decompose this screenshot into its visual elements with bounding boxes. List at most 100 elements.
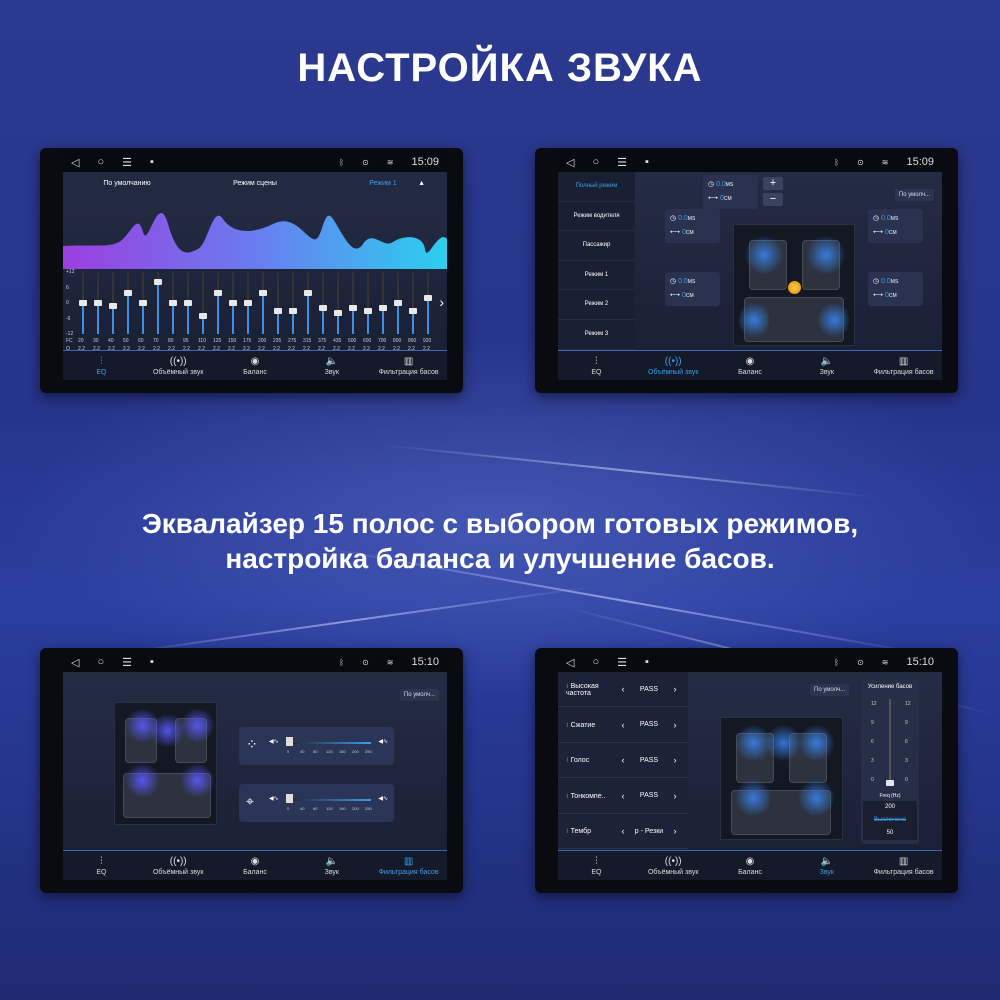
next-option-button[interactable]: › <box>673 684 677 694</box>
eq-band-handle[interactable] <box>304 289 312 296</box>
next-option-button[interactable]: › <box>673 790 677 801</box>
tab-surround[interactable]: ((•)) Объёмный звук <box>140 851 217 880</box>
eq-band-slider[interactable] <box>154 272 162 334</box>
home-icon[interactable]: ○ <box>592 656 600 668</box>
eq-band-slider[interactable] <box>364 272 372 334</box>
mode-item[interactable]: Режим 3 <box>558 320 635 350</box>
eq-band-slider[interactable] <box>349 272 357 334</box>
eq-band-handle[interactable] <box>349 305 357 312</box>
next-page-icon[interactable]: › <box>439 294 444 310</box>
eq-band-slider[interactable] <box>229 272 237 334</box>
prev-option-button[interactable]: ‹ <box>621 719 625 730</box>
eq-band-slider[interactable] <box>424 272 432 334</box>
menu-icon[interactable]: ☰ <box>617 156 627 169</box>
menu-icon[interactable]: ☰ <box>122 656 132 669</box>
eq-band-slider[interactable] <box>304 272 312 334</box>
eq-band-handle[interactable] <box>274 307 282 314</box>
tab-bass-filter[interactable]: ▥ Фильтрация басов <box>370 351 447 380</box>
default-button[interactable]: По умолч... <box>894 189 934 201</box>
eq-band-handle[interactable] <box>319 305 327 312</box>
eq-band-handle[interactable] <box>154 279 162 286</box>
cutoff-slider[interactable] <box>287 742 371 744</box>
menu-icon[interactable]: ☰ <box>617 656 627 669</box>
eq-band-handle[interactable] <box>394 300 402 306</box>
tab-bass-filter[interactable]: ▥ Фильтрация басов <box>865 351 942 380</box>
preset-mode-1[interactable]: Режим 1 <box>369 179 397 187</box>
tab-surround[interactable]: ((•)) Объёмный звук <box>635 851 712 880</box>
eq-band-handle[interactable] <box>169 300 177 306</box>
tab-balance[interactable]: ◉ Баланс <box>712 351 789 380</box>
mode-item[interactable]: Полный режим <box>558 172 635 202</box>
freq-option[interactable]: 200 <box>884 804 895 810</box>
tab-surround[interactable]: ((•)) Объёмный звук <box>140 351 217 380</box>
next-option-button[interactable]: › <box>673 826 677 837</box>
cutoff-handle[interactable] <box>286 794 293 803</box>
home-icon[interactable]: ○ <box>97 156 105 168</box>
home-icon[interactable]: ○ <box>592 156 600 168</box>
eq-band-slider[interactable] <box>259 272 267 334</box>
back-icon[interactable]: ◁ <box>71 656 80 669</box>
bass-boost-slider[interactable] <box>886 699 894 786</box>
eq-band-slider[interactable] <box>214 272 222 334</box>
freq-option-selected[interactable]: Выключено <box>874 817 906 823</box>
speaker-delay-box[interactable]: ◷ 0.0MS ⟷ 0CM <box>703 175 758 209</box>
speaker-delay-box[interactable]: ◷ 0.0MS ⟷ 0CM <box>868 272 923 306</box>
tab-equalizer[interactable]: ⫶ EQ <box>63 351 140 380</box>
next-option-button[interactable]: › <box>673 755 677 766</box>
tab-speaker[interactable]: 🔈 Звук <box>293 351 370 380</box>
speaker-delay-box[interactable]: ◷ 0.0MS ⟷ 0CM <box>868 209 923 243</box>
eq-band-handle[interactable] <box>214 289 222 296</box>
eq-band-slider[interactable] <box>409 272 417 334</box>
eq-band-handle[interactable] <box>244 300 252 306</box>
app-icon[interactable]: ▪ <box>150 156 154 168</box>
eq-band-slider[interactable] <box>169 272 177 334</box>
mode-item[interactable]: Режим 1 <box>558 261 635 291</box>
back-icon[interactable]: ◁ <box>566 156 575 169</box>
eq-band-handle[interactable] <box>109 302 117 309</box>
eq-band-slider[interactable] <box>394 272 402 334</box>
tab-equalizer[interactable]: ⫶ EQ <box>558 851 635 880</box>
minus-button[interactable]: − <box>763 193 783 206</box>
home-icon[interactable]: ○ <box>97 656 105 668</box>
eq-band-slider[interactable] <box>184 272 192 334</box>
preset-scene[interactable]: Режим сцены <box>233 179 277 187</box>
eq-band-handle[interactable] <box>259 289 267 296</box>
tab-balance[interactable]: ◉ Баланс <box>712 851 789 880</box>
eq-band-slider[interactable] <box>139 272 147 334</box>
eq-band-handle[interactable] <box>409 307 417 314</box>
app-icon[interactable]: ▪ <box>645 156 649 168</box>
back-icon[interactable]: ◁ <box>566 656 575 669</box>
eq-band-slider[interactable] <box>289 272 297 334</box>
eq-band-slider[interactable] <box>274 272 282 334</box>
tab-speaker[interactable]: 🔈 Звук <box>788 351 865 380</box>
freq-option[interactable]: 50 <box>886 830 894 836</box>
eq-band-handle[interactable] <box>94 300 102 306</box>
mode-item[interactable]: Режим водителя <box>558 202 635 232</box>
app-icon[interactable]: ▪ <box>645 656 649 668</box>
tab-bass-filter[interactable]: ▥ Фильтрация басов <box>370 851 447 880</box>
next-option-button[interactable]: › <box>673 719 677 730</box>
eq-band-handle[interactable] <box>184 300 192 306</box>
prev-option-button[interactable]: ‹ <box>621 755 625 766</box>
eq-band-slider[interactable] <box>319 272 327 334</box>
tab-bass-filter[interactable]: ▥ Фильтрация басов <box>865 851 942 880</box>
back-icon[interactable]: ◁ <box>71 156 80 169</box>
eq-band-slider[interactable] <box>94 272 102 334</box>
plus-button[interactable]: + <box>763 177 783 190</box>
eq-band-handle[interactable] <box>124 289 132 296</box>
eq-band-slider[interactable] <box>199 272 207 334</box>
prev-option-button[interactable]: ‹ <box>621 790 625 801</box>
eq-band-handle[interactable] <box>139 300 147 306</box>
eq-band-handle[interactable] <box>199 312 207 319</box>
eq-band-handle[interactable] <box>364 307 372 314</box>
preset-default[interactable]: По умолчанию <box>103 179 151 187</box>
tab-surround[interactable]: ((•)) Объёмный звук <box>635 351 712 380</box>
eq-band-handle[interactable] <box>424 294 432 301</box>
default-button[interactable]: По умолч... <box>399 689 439 701</box>
app-icon[interactable]: ▪ <box>150 656 154 668</box>
eq-band-handle[interactable] <box>289 307 297 314</box>
eq-band-slider[interactable] <box>334 272 342 334</box>
tab-balance[interactable]: ◉ Баланс <box>217 351 294 380</box>
speaker-delay-box[interactable]: ◷ 0.0MS ⟷ 0CM <box>665 272 720 306</box>
prev-option-button[interactable]: ‹ <box>621 826 625 837</box>
